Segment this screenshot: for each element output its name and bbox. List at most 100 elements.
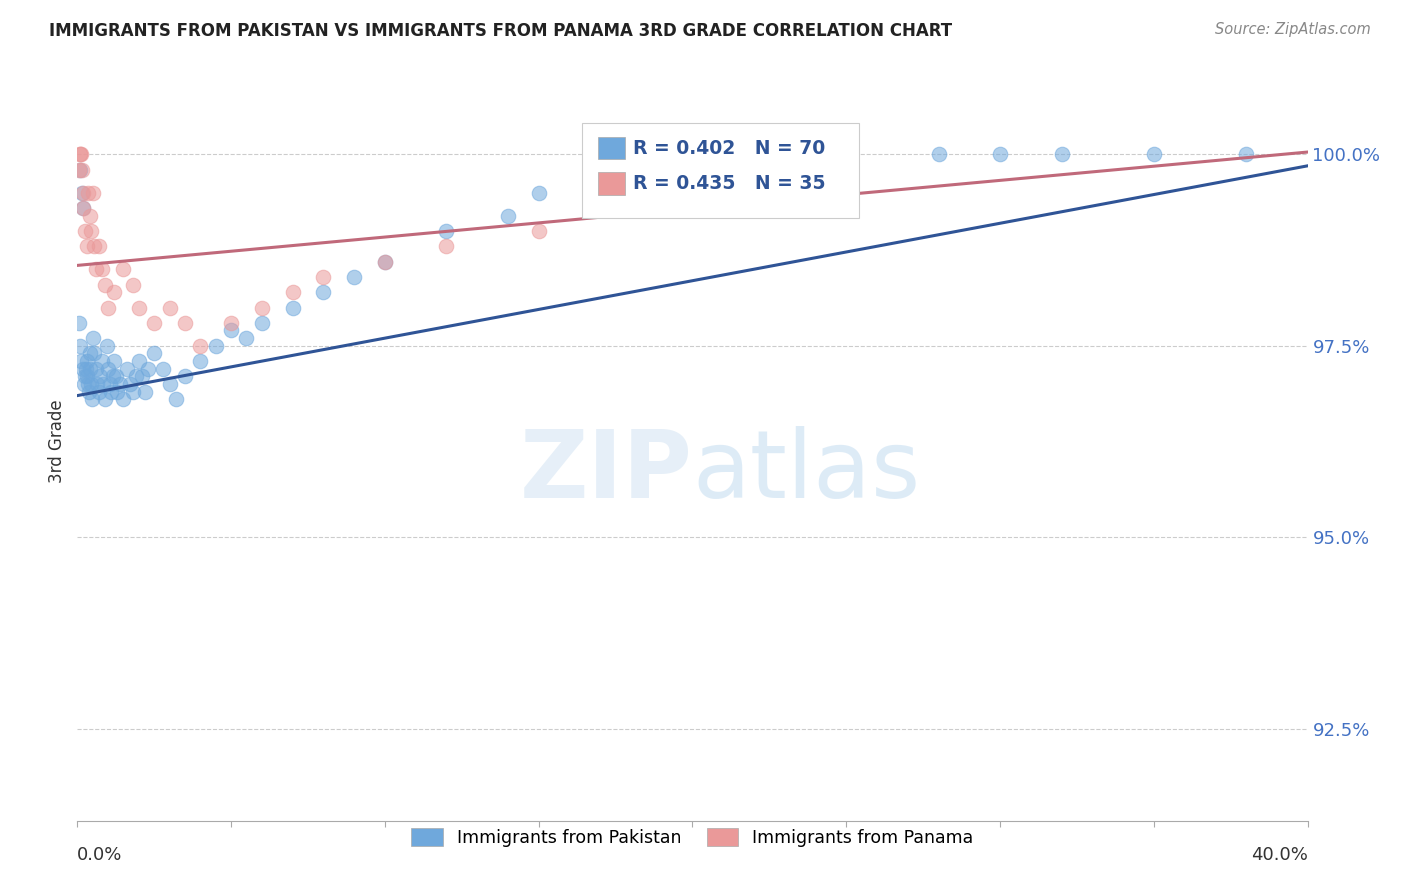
Point	[835, 147, 858, 161]
Point	[79, 209, 101, 223]
Point	[80, 224, 103, 238]
Point	[121, 277, 143, 292]
Point	[75, 361, 97, 376]
Text: IMMIGRANTS FROM PAKISTAN VS IMMIGRANTS FROM PANAMA 3RD GRADE CORRELATION CHART: IMMIGRANTS FROM PAKISTAN VS IMMIGRANTS F…	[49, 22, 952, 40]
Point	[103, 285, 125, 300]
Point	[250, 301, 273, 315]
Point	[188, 354, 212, 368]
Point	[281, 301, 304, 315]
Point	[86, 377, 108, 392]
Point	[69, 339, 91, 353]
Point	[112, 392, 135, 407]
Point	[90, 262, 114, 277]
Point	[73, 369, 96, 384]
Point	[496, 209, 519, 223]
Point	[97, 301, 120, 315]
Point	[82, 331, 104, 345]
Point	[77, 377, 100, 392]
Point	[143, 346, 166, 360]
Point	[98, 377, 121, 392]
Point	[235, 331, 257, 345]
Point	[174, 316, 197, 330]
Bar	[598, 136, 624, 160]
Point	[1143, 147, 1166, 161]
Text: R = 0.435   N = 35: R = 0.435 N = 35	[634, 174, 825, 194]
Point	[83, 239, 105, 253]
Point	[73, 224, 96, 238]
Point	[125, 369, 148, 384]
Point	[73, 377, 96, 392]
Point	[374, 254, 396, 268]
Point	[70, 162, 93, 177]
Point	[84, 262, 107, 277]
Point	[118, 377, 141, 392]
Point	[100, 384, 122, 399]
Point	[988, 147, 1011, 161]
Point	[72, 201, 94, 215]
Point	[527, 224, 550, 238]
Text: R = 0.402   N = 70: R = 0.402 N = 70	[634, 138, 825, 158]
Point	[128, 354, 150, 368]
Point	[104, 369, 127, 384]
Point	[101, 369, 124, 384]
Point	[96, 339, 118, 353]
Point	[143, 316, 166, 330]
Point	[136, 361, 159, 376]
Point	[67, 162, 90, 177]
Point	[1234, 147, 1257, 161]
Point	[620, 170, 643, 185]
Bar	[598, 172, 624, 195]
Point	[121, 384, 143, 399]
Point	[436, 224, 458, 238]
Point	[82, 186, 104, 200]
Point	[281, 285, 304, 300]
Point	[928, 147, 950, 161]
Point	[159, 377, 181, 392]
Point	[112, 262, 135, 277]
Point	[76, 354, 98, 368]
Point	[527, 186, 550, 200]
Text: 0.0%: 0.0%	[77, 846, 122, 863]
Point	[87, 239, 110, 253]
Point	[94, 277, 117, 292]
Point	[70, 147, 93, 161]
Point	[80, 377, 103, 392]
Point	[69, 147, 91, 161]
Point	[128, 301, 150, 315]
Point	[436, 239, 458, 253]
Point	[250, 316, 273, 330]
Text: Source: ZipAtlas.com: Source: ZipAtlas.com	[1215, 22, 1371, 37]
Point	[312, 269, 335, 284]
Point	[76, 369, 98, 384]
Point	[152, 361, 174, 376]
Point	[94, 392, 117, 407]
Point	[79, 361, 101, 376]
Point	[77, 384, 100, 399]
Point	[67, 316, 90, 330]
Point	[159, 301, 181, 315]
Point	[343, 269, 366, 284]
Point	[1050, 147, 1073, 161]
Point	[83, 346, 105, 360]
Legend: Immigrants from Pakistan, Immigrants from Panama: Immigrants from Pakistan, Immigrants fro…	[405, 821, 980, 854]
Point	[87, 384, 110, 399]
Text: ZIP: ZIP	[520, 425, 693, 518]
Point	[134, 384, 156, 399]
Point	[219, 316, 242, 330]
Point	[97, 361, 120, 376]
Point	[82, 392, 104, 407]
Point	[115, 361, 138, 376]
Point	[204, 339, 226, 353]
Point	[69, 147, 91, 161]
Point	[90, 354, 114, 368]
Point	[72, 361, 94, 376]
Point	[93, 377, 115, 392]
Point	[374, 254, 396, 268]
Point	[69, 162, 91, 177]
Point	[79, 346, 101, 360]
Point	[84, 361, 107, 376]
FancyBboxPatch shape	[582, 123, 859, 218]
Point	[165, 392, 187, 407]
Point	[188, 339, 212, 353]
Point	[219, 324, 242, 338]
